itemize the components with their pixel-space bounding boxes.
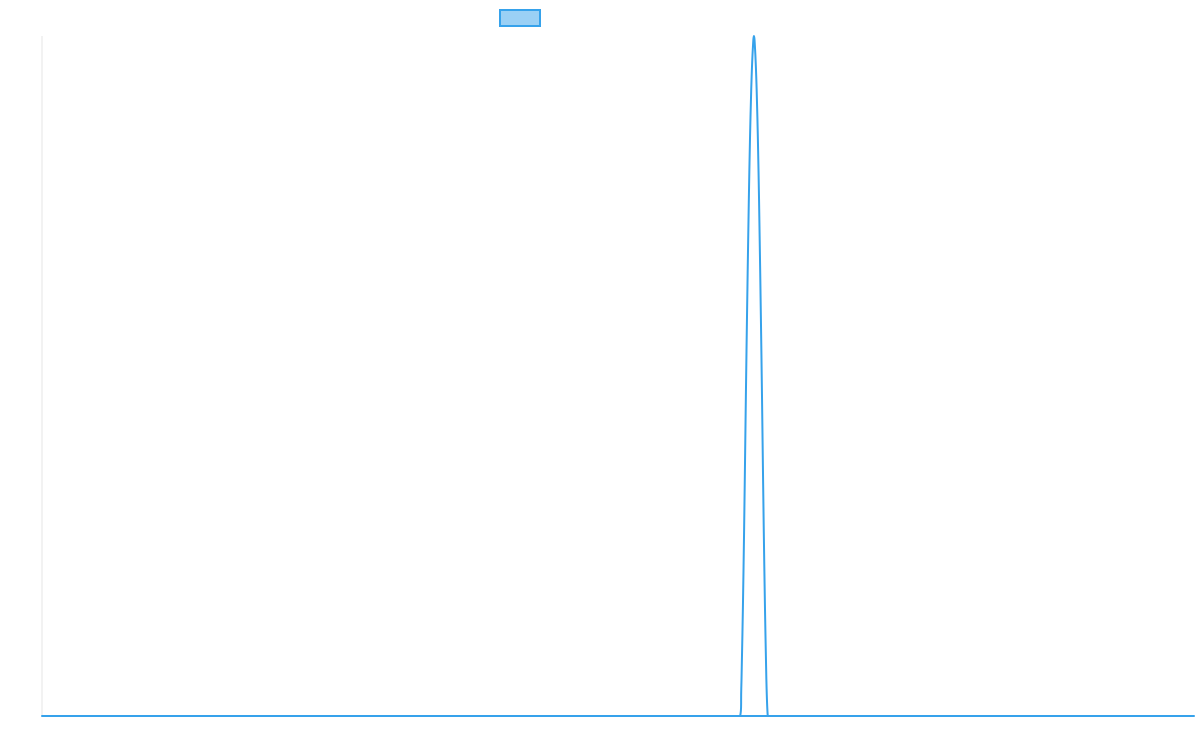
legend-swatch	[499, 9, 541, 27]
series-layer	[41, 35, 1195, 718]
series-line	[41, 35, 1195, 718]
legend	[499, 9, 541, 27]
axes	[41, 36, 1194, 717]
